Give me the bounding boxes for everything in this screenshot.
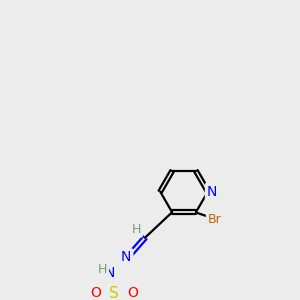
Text: O: O bbox=[128, 286, 138, 300]
Text: H: H bbox=[132, 223, 141, 236]
Text: N: N bbox=[121, 250, 131, 264]
Text: O: O bbox=[90, 286, 101, 300]
Text: Br: Br bbox=[208, 212, 221, 226]
Text: N: N bbox=[105, 266, 115, 280]
Text: N: N bbox=[207, 184, 217, 199]
Text: S: S bbox=[110, 286, 119, 300]
Text: H: H bbox=[98, 263, 107, 276]
